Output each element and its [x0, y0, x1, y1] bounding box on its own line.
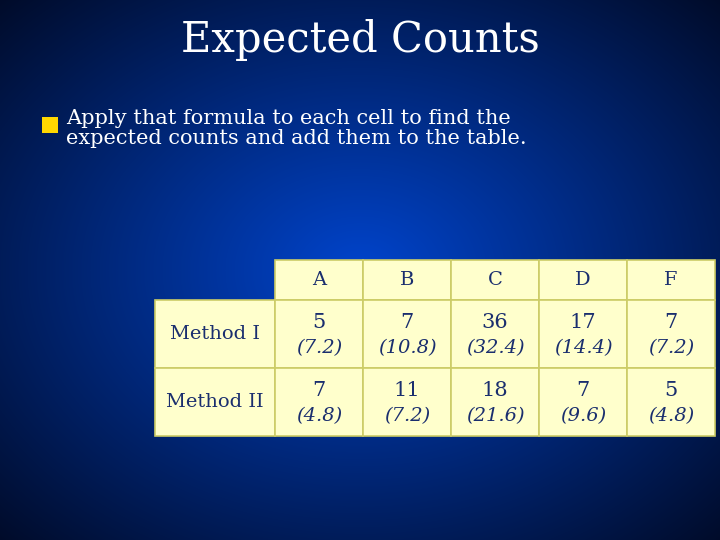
Text: F: F — [665, 271, 678, 289]
Bar — [275, 260, 363, 300]
Text: (4.8): (4.8) — [648, 407, 694, 424]
Text: (10.8): (10.8) — [378, 339, 436, 356]
Text: 7: 7 — [400, 313, 413, 332]
Text: C: C — [487, 271, 503, 289]
Bar — [539, 260, 627, 300]
Bar — [451, 300, 539, 368]
Bar — [627, 300, 715, 368]
Text: 7: 7 — [577, 381, 590, 400]
Bar — [627, 368, 715, 436]
Text: 5: 5 — [665, 381, 678, 400]
Text: Method II: Method II — [166, 393, 264, 411]
Text: (7.2): (7.2) — [384, 407, 430, 424]
Text: 7: 7 — [312, 381, 325, 400]
Bar — [451, 260, 539, 300]
Text: (7.2): (7.2) — [296, 339, 342, 356]
Text: (32.4): (32.4) — [466, 339, 524, 356]
Text: 17: 17 — [570, 313, 596, 332]
Bar — [363, 300, 451, 368]
Bar — [627, 260, 715, 300]
Text: expected counts and add them to the table.: expected counts and add them to the tabl… — [66, 130, 526, 148]
Text: B: B — [400, 271, 414, 289]
Text: 36: 36 — [482, 313, 508, 332]
Text: 18: 18 — [482, 381, 508, 400]
Text: 7: 7 — [665, 313, 678, 332]
Text: Expected Counts: Expected Counts — [181, 19, 539, 61]
Bar — [42, 117, 58, 133]
Bar — [275, 368, 363, 436]
Text: (21.6): (21.6) — [466, 407, 524, 424]
Text: (7.2): (7.2) — [648, 339, 694, 356]
Text: D: D — [575, 271, 591, 289]
Text: (14.4): (14.4) — [554, 339, 612, 356]
Text: 5: 5 — [312, 313, 325, 332]
Text: Apply that formula to each cell to find the: Apply that formula to each cell to find … — [66, 109, 510, 127]
Text: (4.8): (4.8) — [296, 407, 342, 424]
Bar — [363, 260, 451, 300]
Bar — [155, 368, 275, 436]
Text: A: A — [312, 271, 326, 289]
Bar — [275, 300, 363, 368]
Text: 11: 11 — [394, 381, 420, 400]
Text: (9.6): (9.6) — [560, 407, 606, 424]
Bar — [539, 368, 627, 436]
Bar — [539, 300, 627, 368]
Bar — [451, 368, 539, 436]
Bar — [155, 300, 275, 368]
Text: Method I: Method I — [170, 325, 260, 343]
Bar — [363, 368, 451, 436]
